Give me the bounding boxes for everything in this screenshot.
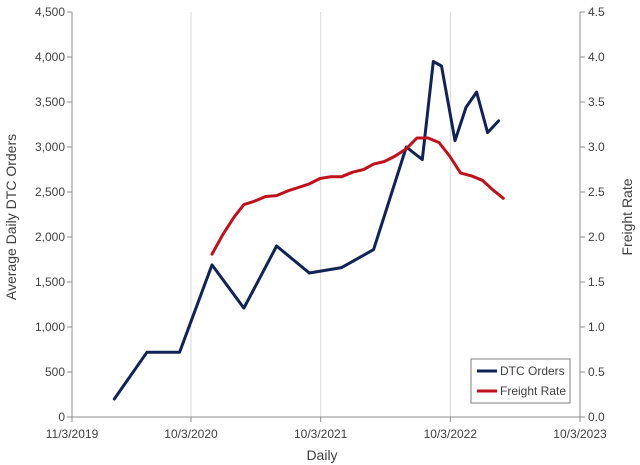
y-tick-label: 3,000 bbox=[35, 140, 65, 154]
y2-tick-label: 0.5 bbox=[588, 365, 605, 379]
tick-labels: 0 500 1,000 1,500 2,000 2,500 3,000 3,500 4,000 4… bbox=[35, 5, 607, 441]
legend-label-freight-rate: Freight Rate bbox=[500, 384, 566, 398]
y-tick-label: 0 bbox=[58, 410, 65, 424]
y2-axis-title: Freight Rate bbox=[619, 178, 635, 255]
x-tick-label: 10/3/2021 bbox=[294, 427, 348, 441]
y2-tick-label: 2.5 bbox=[588, 185, 605, 199]
x-tick-label: 11/3/2019 bbox=[46, 427, 99, 441]
y2-tick-label: 3.0 bbox=[588, 140, 605, 154]
y2-tick-label: 3.5 bbox=[588, 95, 605, 109]
legend-box bbox=[470, 358, 571, 404]
y-tick-label: 3,500 bbox=[35, 95, 65, 109]
y-tick-label: 2,000 bbox=[35, 230, 65, 244]
x-tick-label: 10/3/2022 bbox=[424, 427, 478, 441]
y-tick-label: 1,000 bbox=[35, 320, 65, 334]
legend: DTC Orders Freight Rate bbox=[470, 358, 571, 404]
y-tick-label: 2,500 bbox=[35, 185, 65, 199]
x-axis-title: Daily bbox=[306, 447, 337, 463]
y2-tick-label: 0.0 bbox=[588, 410, 605, 424]
axes bbox=[67, 11, 585, 422]
y2-tick-label: 1.0 bbox=[588, 320, 605, 334]
y-tick-label: 500 bbox=[45, 365, 65, 379]
x-tick-label: 10/3/2023 bbox=[553, 427, 607, 441]
y-tick-label: 4,000 bbox=[35, 50, 65, 64]
y-tick-label: 1,500 bbox=[35, 275, 65, 289]
legend-label-dtc-orders: DTC Orders bbox=[500, 364, 565, 378]
x-tick-label: 10/3/2020 bbox=[164, 427, 218, 441]
y-tick-label: 4,500 bbox=[35, 5, 65, 19]
y2-tick-label: 2.0 bbox=[588, 230, 605, 244]
y2-tick-label: 4.5 bbox=[588, 5, 605, 19]
series-line-freight-rate bbox=[210, 136, 505, 256]
series-lines bbox=[112, 60, 505, 401]
y-axis-title: Average Daily DTC Orders bbox=[3, 134, 19, 300]
series-line-dtc-orders bbox=[112, 60, 501, 401]
y2-tick-label: 4.0 bbox=[588, 50, 605, 64]
y2-tick-label: 1.5 bbox=[588, 275, 605, 289]
